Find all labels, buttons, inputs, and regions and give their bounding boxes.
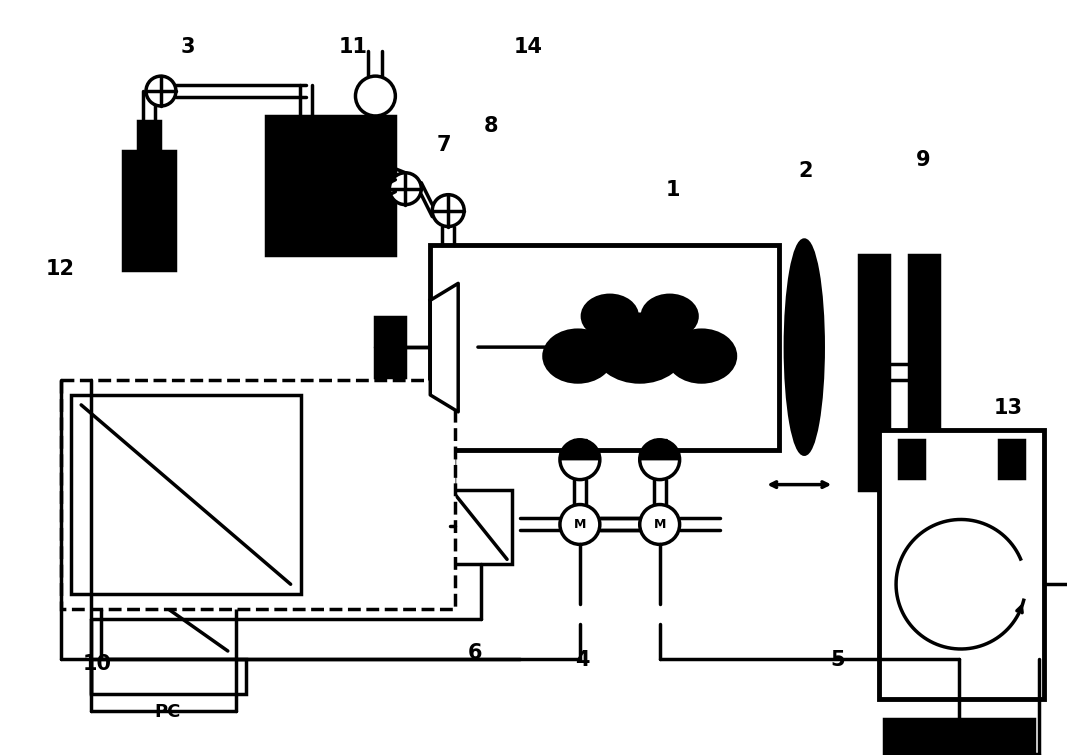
Ellipse shape (595, 314, 685, 382)
Ellipse shape (785, 240, 823, 454)
Text: M: M (654, 518, 665, 531)
Polygon shape (560, 440, 600, 460)
Ellipse shape (544, 330, 612, 382)
Bar (999, 440, 1024, 478)
Circle shape (560, 440, 600, 479)
Bar (72, 395, 300, 594)
Bar (899, 440, 924, 478)
Text: 11: 11 (339, 36, 367, 57)
Circle shape (640, 440, 679, 479)
Ellipse shape (642, 296, 697, 337)
Circle shape (356, 76, 395, 116)
Bar (266, 116, 395, 256)
Text: 9: 9 (915, 150, 930, 169)
Bar (61, 380, 455, 609)
Text: 8: 8 (484, 116, 499, 135)
Bar (123, 151, 175, 271)
Ellipse shape (582, 296, 638, 337)
Text: 6: 6 (468, 643, 483, 663)
Ellipse shape (668, 330, 736, 382)
Bar (859, 256, 889, 490)
Text: 12: 12 (46, 259, 75, 279)
Circle shape (146, 76, 176, 106)
Text: 3: 3 (180, 36, 195, 57)
Polygon shape (430, 284, 458, 412)
Bar (376, 318, 406, 377)
Circle shape (433, 195, 465, 227)
Circle shape (560, 504, 600, 544)
Text: M: M (574, 518, 586, 531)
Text: 4: 4 (575, 650, 590, 671)
Bar (884, 719, 1034, 756)
Polygon shape (640, 440, 679, 460)
Text: 14: 14 (514, 36, 544, 57)
Bar (138, 121, 160, 151)
Text: 10: 10 (82, 654, 112, 674)
Bar (101, 559, 236, 659)
Bar (91, 659, 246, 694)
Circle shape (640, 504, 679, 544)
Text: 5: 5 (830, 650, 845, 671)
Bar (879, 430, 1043, 699)
Bar (909, 256, 939, 490)
Text: 2: 2 (799, 161, 813, 181)
Text: 1: 1 (665, 180, 679, 200)
Text: 7: 7 (436, 135, 451, 154)
Circle shape (390, 173, 421, 205)
Bar (451, 490, 512, 564)
Text: 13: 13 (993, 398, 1022, 418)
Bar (430, 246, 780, 450)
Text: PC: PC (155, 703, 182, 720)
